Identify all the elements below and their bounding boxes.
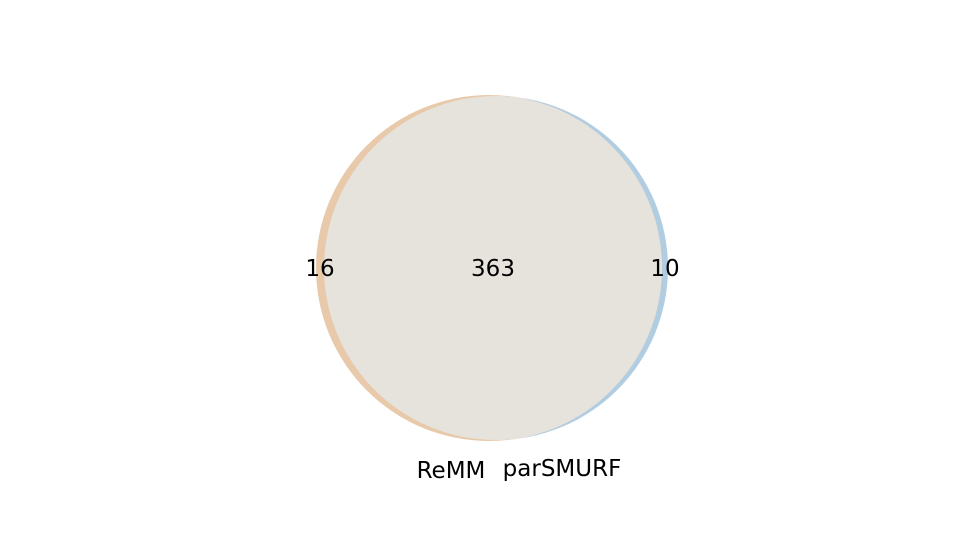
set-label-remm: ReMM: [417, 458, 486, 484]
intersection-region: [324, 96, 662, 440]
parsmurf-only-count: 10: [650, 256, 679, 282]
intersection-count: 363: [471, 256, 515, 282]
set-label-parsmurf: parSMURF: [503, 456, 622, 482]
remm-only-count: 16: [305, 256, 334, 282]
